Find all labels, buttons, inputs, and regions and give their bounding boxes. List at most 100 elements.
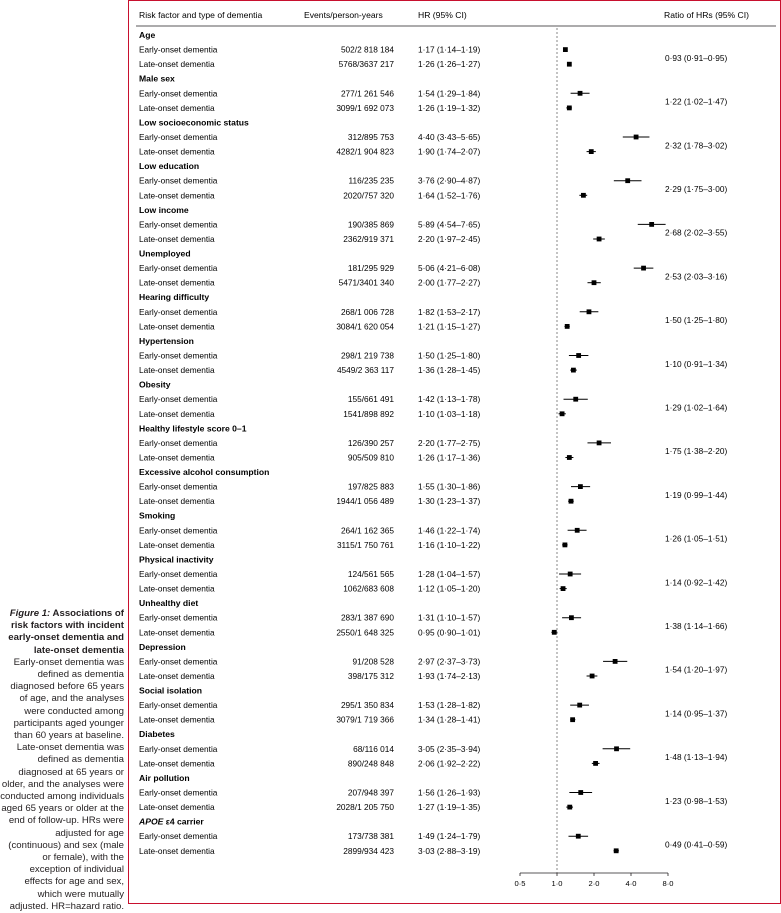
row-label: Late-onset dementia — [139, 190, 215, 200]
hr-point-marker — [566, 105, 572, 111]
hr-point-marker — [574, 527, 580, 533]
ratio-of-hrs: 1·29 (1·02–1·64) — [665, 403, 728, 413]
row-label: Early-onset dementia — [139, 656, 218, 666]
events-person-years: 3079/1 719 366 — [336, 715, 394, 725]
header-events: Events/person-years — [304, 10, 383, 20]
hr-point-marker — [577, 484, 583, 489]
hr-point-marker — [596, 236, 602, 242]
risk-factor-group: Depression Early-onset dementia 91/208 528… — [139, 642, 728, 681]
events-person-years: 2550/1 648 325 — [336, 627, 394, 637]
hr-ci-text: 5·06 (4·21–6·08) — [418, 263, 481, 273]
events-person-years: 207/948 397 — [348, 788, 395, 798]
forest-rows: Age Early-onset dementia 502/2 818 184 1·17… — [138, 30, 728, 856]
hr-point-marker — [569, 615, 574, 621]
hr-ci-text: 1·28 (1·04–1·57) — [418, 569, 481, 579]
hr-point-marker — [641, 265, 646, 271]
hr-point-marker — [591, 280, 597, 286]
row-label: Late-onset dementia — [139, 846, 215, 856]
hr-point-marker — [577, 702, 583, 708]
risk-factor-name: Healthy lifestyle score 0–1 — [139, 423, 247, 433]
events-person-years: 2899/934 423 — [343, 846, 394, 856]
hr-ci-text: 1·12 (1·05–1·20) — [418, 584, 481, 594]
events-person-years: 4282/1 904 823 — [336, 147, 394, 157]
events-person-years: 890/248 848 — [348, 758, 395, 768]
row-label: Early-onset dementia — [139, 176, 218, 186]
events-person-years: 1062/683 608 — [343, 584, 394, 594]
events-person-years: 3115/1 750 761 — [337, 540, 394, 550]
events-person-years: 3084/1 620 054 — [336, 321, 394, 331]
hr-ci-text: 1·90 (1·74–2·07) — [418, 147, 481, 157]
hr-ci-text: 1·10 (1·03–1·18) — [418, 409, 481, 419]
hr-ci-text: 1·26 (1·17–1·36) — [418, 453, 481, 463]
risk-factor-name: Age — [139, 30, 155, 40]
ratio-of-hrs: 1·14 (0·95–1·37) — [665, 708, 728, 718]
risk-factor-group: APOE ε4 carrier Early-onset dementia 173/7… — [138, 817, 728, 856]
forest-plot: Risk factor and type of dementia Events/… — [128, 0, 781, 904]
hr-ci-text: 1·42 (1·13–1·78) — [418, 394, 481, 404]
risk-factor-group: Smoking Early-onset dementia 264/1 162 365… — [139, 511, 728, 550]
row-label: Late-onset dementia — [139, 59, 215, 69]
hr-point-marker — [581, 192, 586, 198]
hr-point-marker — [564, 324, 570, 329]
hr-ci-text: 4·40 (3·43–5·65) — [418, 132, 481, 142]
caption-figure-label: Figure 1: — [9, 608, 51, 619]
events-person-years: 398/175 312 — [348, 671, 395, 681]
risk-factor-name: Hypertension — [139, 336, 194, 346]
hr-point-marker — [559, 411, 565, 417]
hr-point-marker — [562, 47, 568, 52]
hr-ci-text: 1·16 (1·10–1·22) — [418, 540, 481, 550]
x-axis: 0·5 1·0 2·0 4·0 8·0 — [515, 28, 673, 888]
ratio-of-hrs: 1·10 (0·91–1·34) — [665, 359, 728, 369]
events-person-years: 197/825 883 — [348, 482, 395, 492]
events-person-years: 312/895 753 — [348, 132, 395, 142]
events-person-years: 126/390 257 — [348, 438, 395, 448]
row-label: Late-onset dementia — [139, 453, 215, 463]
hr-point-marker — [562, 542, 568, 548]
events-person-years: 277/1 261 546 — [341, 88, 394, 98]
risk-factor-name: Low income — [139, 205, 189, 215]
risk-factor-group: Obesity Early-onset dementia 155/661 491 1·… — [139, 380, 728, 419]
hr-ci-text: 1·30 (1·23–1·37) — [418, 496, 481, 506]
hr-point-marker — [575, 833, 581, 839]
risk-factor-group: Hypertension Early-onset dementia 298/1 21… — [139, 336, 728, 375]
events-person-years: 283/1 387 690 — [341, 613, 394, 623]
hr-point-marker — [568, 498, 574, 504]
hr-point-marker — [586, 309, 592, 315]
risk-factor-name: Low education — [139, 161, 199, 171]
events-person-years: 298/1 219 738 — [341, 351, 394, 361]
risk-factor-name-rest: ε4 carrier — [163, 817, 204, 827]
hr-ci-text: 2·97 (2·37–3·73) — [418, 656, 481, 666]
row-label: Late-onset dementia — [139, 671, 215, 681]
hr-ci-text: 1·46 (1·22–1·74) — [418, 525, 481, 535]
ratio-of-hrs: 1·54 (1·20–1·97) — [665, 665, 728, 675]
risk-factor-group: Male sex Early-onset dementia 277/1 261 54… — [139, 74, 728, 113]
events-person-years: 2362/919 371 — [343, 234, 394, 244]
hr-ci-text: 1·64 (1·52–1·76) — [418, 190, 481, 200]
risk-factor-group: Unemployed Early-onset dementia 181/295 92… — [139, 249, 728, 288]
events-person-years: 264/1 162 365 — [341, 525, 394, 535]
risk-factor-name: APOE ε4 carrier — [138, 817, 204, 827]
events-person-years: 4549/2 363 117 — [337, 365, 394, 375]
row-label: Late-onset dementia — [139, 234, 215, 244]
caption-title: Figure 1: Associations of risk factors w… — [0, 608, 124, 657]
risk-factor-name: Smoking — [139, 511, 175, 521]
hr-point-marker — [570, 717, 576, 723]
hr-point-marker — [560, 586, 566, 591]
events-person-years: 91/208 528 — [352, 656, 394, 666]
row-label: Early-onset dementia — [139, 394, 218, 404]
row-label: Late-onset dementia — [139, 365, 215, 375]
row-label: Early-onset dementia — [139, 45, 218, 55]
events-person-years: 502/2 818 184 — [341, 45, 394, 55]
ratio-of-hrs: 2·53 (2·03–3·16) — [665, 271, 728, 281]
row-label: Late-onset dementia — [139, 758, 215, 768]
row-label: Late-onset dementia — [139, 540, 215, 550]
x-tick-label: 2·0 — [589, 879, 600, 888]
hr-ci-text: 1·56 (1·26–1·93) — [418, 788, 481, 798]
hr-ci-text: 1·34 (1·28–1·41) — [418, 715, 481, 725]
risk-factor-name: Physical inactivity — [139, 554, 214, 564]
risk-factor-group: Healthy lifestyle score 0–1 Early-onset d… — [139, 423, 728, 462]
risk-factor-name: Social isolation — [139, 686, 202, 696]
ratio-of-hrs: 1·38 (1·14–1·66) — [665, 621, 728, 631]
hr-ci-text: 1·50 (1·25–1·80) — [418, 351, 481, 361]
hr-point-marker — [577, 90, 583, 96]
